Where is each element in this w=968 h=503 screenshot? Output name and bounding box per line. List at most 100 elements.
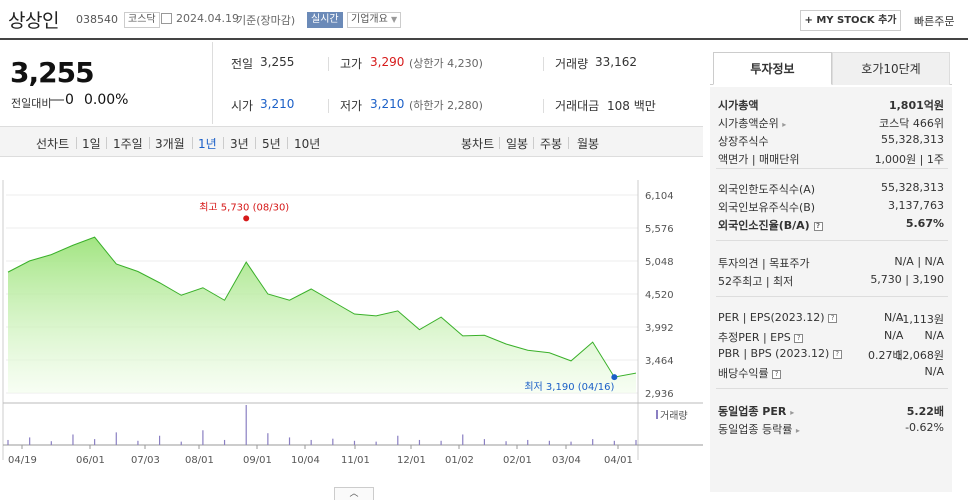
- row-market-cap-rank: 시가총액순위 ▸ 코스닥 466위: [716, 113, 948, 131]
- price-chart[interactable]: 6,104 5,576 5,048 4,520 3,992 3,464 2,936 최고 5,…: [0, 160, 703, 500]
- value: 5,730 | 3,190: [870, 273, 944, 286]
- divider: [533, 137, 534, 149]
- group-opinion: 투자의견 | 목표주가 N/A | N/A 52주최고 | 최저 5,730 |…: [716, 247, 948, 297]
- change-percent: 0.00%: [84, 92, 129, 108]
- row-est-per-eps: 추정PER | EPS ? N/A N/A: [716, 327, 948, 345]
- quick-order-link[interactable]: 빠른주문: [914, 15, 955, 28]
- chevron-up-icon: ︿: [349, 489, 359, 499]
- help-icon[interactable]: ?: [772, 370, 782, 379]
- period-5y[interactable]: 5년: [262, 137, 281, 151]
- divider: [223, 137, 224, 149]
- min-point: [611, 374, 618, 381]
- period-1w[interactable]: 1주일: [113, 137, 143, 151]
- change-label: 전일대비: [11, 97, 52, 110]
- divider: [149, 137, 150, 149]
- mystock-add-button[interactable]: + MY STOCK 추가: [800, 10, 901, 31]
- divider: [287, 137, 288, 149]
- prev-label: 전일: [231, 57, 254, 71]
- realtime-badge[interactable]: 실시간: [307, 12, 343, 28]
- max-label: 최고 5,730 (08/30): [199, 201, 289, 213]
- value: N/A: [924, 365, 944, 378]
- row-opinion-target: 투자의견 | 목표주가 N/A | N/A: [716, 253, 948, 271]
- divider: [543, 57, 544, 71]
- candle-monthly[interactable]: 월봉: [577, 137, 600, 151]
- divider: [76, 137, 77, 149]
- stock-code: 038540: [76, 13, 118, 26]
- min-label: 최저 3,190 (04/16): [524, 381, 614, 393]
- x-tick-label: 04/19: [8, 455, 37, 466]
- x-tick-label: 04/01: [604, 455, 633, 466]
- price-line: [7, 236, 637, 378]
- value: 55,328,313: [881, 181, 944, 194]
- label: 외국인한도주식수(A): [718, 183, 816, 196]
- max-point: [243, 215, 250, 222]
- collapse-chart-button[interactable]: ︿: [334, 487, 374, 500]
- group-market-cap: 시가총액 1,801억원 시가총액순위 ▸ 코스닥 466위 상장주식수 55,…: [716, 91, 948, 169]
- row-per-eps: PER | EPS(2023.12) ? N/A -1,113원: [716, 309, 948, 327]
- side-tabs: 투자정보 호가10단계: [710, 52, 952, 85]
- candle-daily[interactable]: 일봉: [506, 137, 529, 151]
- divider: [568, 137, 569, 149]
- group-valuation: PER | EPS(2023.12) ? N/A -1,113원 추정PER |…: [716, 303, 948, 389]
- area-fill: [8, 237, 636, 393]
- y-tick-label: 5,576: [645, 224, 674, 235]
- value: 1,801억원: [888, 99, 944, 112]
- x-tick-label: 08/01: [185, 455, 214, 466]
- period-3y[interactable]: 3년: [230, 137, 249, 151]
- group-industry: 동일업종 PER ▸ 5.22배 동일업종 등락률 ▸ -0.62%: [716, 395, 948, 441]
- divider: [543, 99, 544, 113]
- tab-hoga-10[interactable]: 호가10단계: [832, 52, 950, 85]
- divider: [328, 99, 329, 113]
- tab-invest-info[interactable]: 투자정보: [713, 52, 832, 85]
- value: 1,000원 | 1주: [874, 153, 944, 166]
- label: PER | EPS(2023.12) ?: [718, 311, 838, 324]
- help-icon[interactable]: ?: [794, 334, 804, 343]
- invest-info-table: 시가총액 1,801억원 시가총액순위 ▸ 코스닥 466위 상장주식수 55,…: [710, 87, 952, 492]
- open-label: 시가: [231, 99, 254, 113]
- value-2: -1,113원: [898, 313, 944, 326]
- row-pbr-bps: PBR | BPS (2023.12) ? 0.27배 12,068원: [716, 345, 948, 363]
- price-chart-svg[interactable]: 6,104 5,576 5,048 4,520 3,992 3,464 2,936 최고 5,…: [0, 160, 703, 500]
- volume-legend-swatch: [656, 410, 658, 419]
- help-icon[interactable]: ?: [832, 350, 842, 359]
- plus-icon: +: [804, 15, 817, 26]
- calendar-icon: [161, 13, 172, 24]
- value: N/A | N/A: [894, 255, 944, 268]
- label: 투자의견 | 목표주가: [718, 257, 810, 270]
- label: 외국인보유주식수(B): [718, 201, 816, 214]
- quote-basis: 기준(장마감): [236, 14, 296, 27]
- y-tick-label: 3,464: [645, 356, 674, 367]
- lower-limit: (하한가 2,280): [409, 99, 483, 112]
- help-icon[interactable]: ?: [813, 222, 823, 231]
- candle-weekly[interactable]: 주봉: [540, 137, 563, 151]
- x-tick-label: 12/01: [397, 455, 426, 466]
- period-1d[interactable]: 1일: [82, 137, 101, 151]
- label[interactable]: 시가총액순위 ▸: [718, 117, 787, 130]
- y-tick-label: 3,992: [645, 323, 674, 334]
- value: 코스닥 466위: [879, 117, 944, 130]
- value-1: N/A: [884, 329, 904, 342]
- period-10y[interactable]: 10년: [294, 137, 321, 151]
- amount-label: 거래대금: [555, 99, 600, 113]
- x-tick-label: 03/04: [552, 455, 581, 466]
- label: 52주최고 | 최저: [718, 275, 794, 288]
- label: 상장주식수: [718, 135, 769, 148]
- upper-limit: (상한가 4,230): [409, 57, 483, 70]
- value-2: 12,068원: [895, 349, 944, 362]
- period-1y[interactable]: 1년: [198, 137, 217, 151]
- value: 3,137,763: [888, 199, 944, 212]
- help-icon[interactable]: ?: [828, 314, 838, 323]
- row-industry-change: 동일업종 등락률 ▸ -0.62%: [716, 419, 948, 437]
- label[interactable]: 동일업종 PER ▸: [718, 405, 795, 418]
- volume-value: 33,162: [595, 55, 637, 69]
- period-3m[interactable]: 3개월: [155, 137, 185, 151]
- company-info-button[interactable]: 기업개요 ▼: [347, 12, 402, 28]
- low-value: 3,210: [370, 97, 405, 111]
- divider: [106, 137, 107, 149]
- value-1: N/A: [884, 311, 904, 324]
- label: PBR | BPS (2023.12) ?: [718, 347, 842, 360]
- chevron-right-icon: ▸: [782, 120, 787, 129]
- label[interactable]: 동일업종 등락률 ▸: [718, 423, 800, 436]
- x-tick-label: 09/01: [243, 455, 272, 466]
- chevron-right-icon: ▸: [795, 426, 800, 435]
